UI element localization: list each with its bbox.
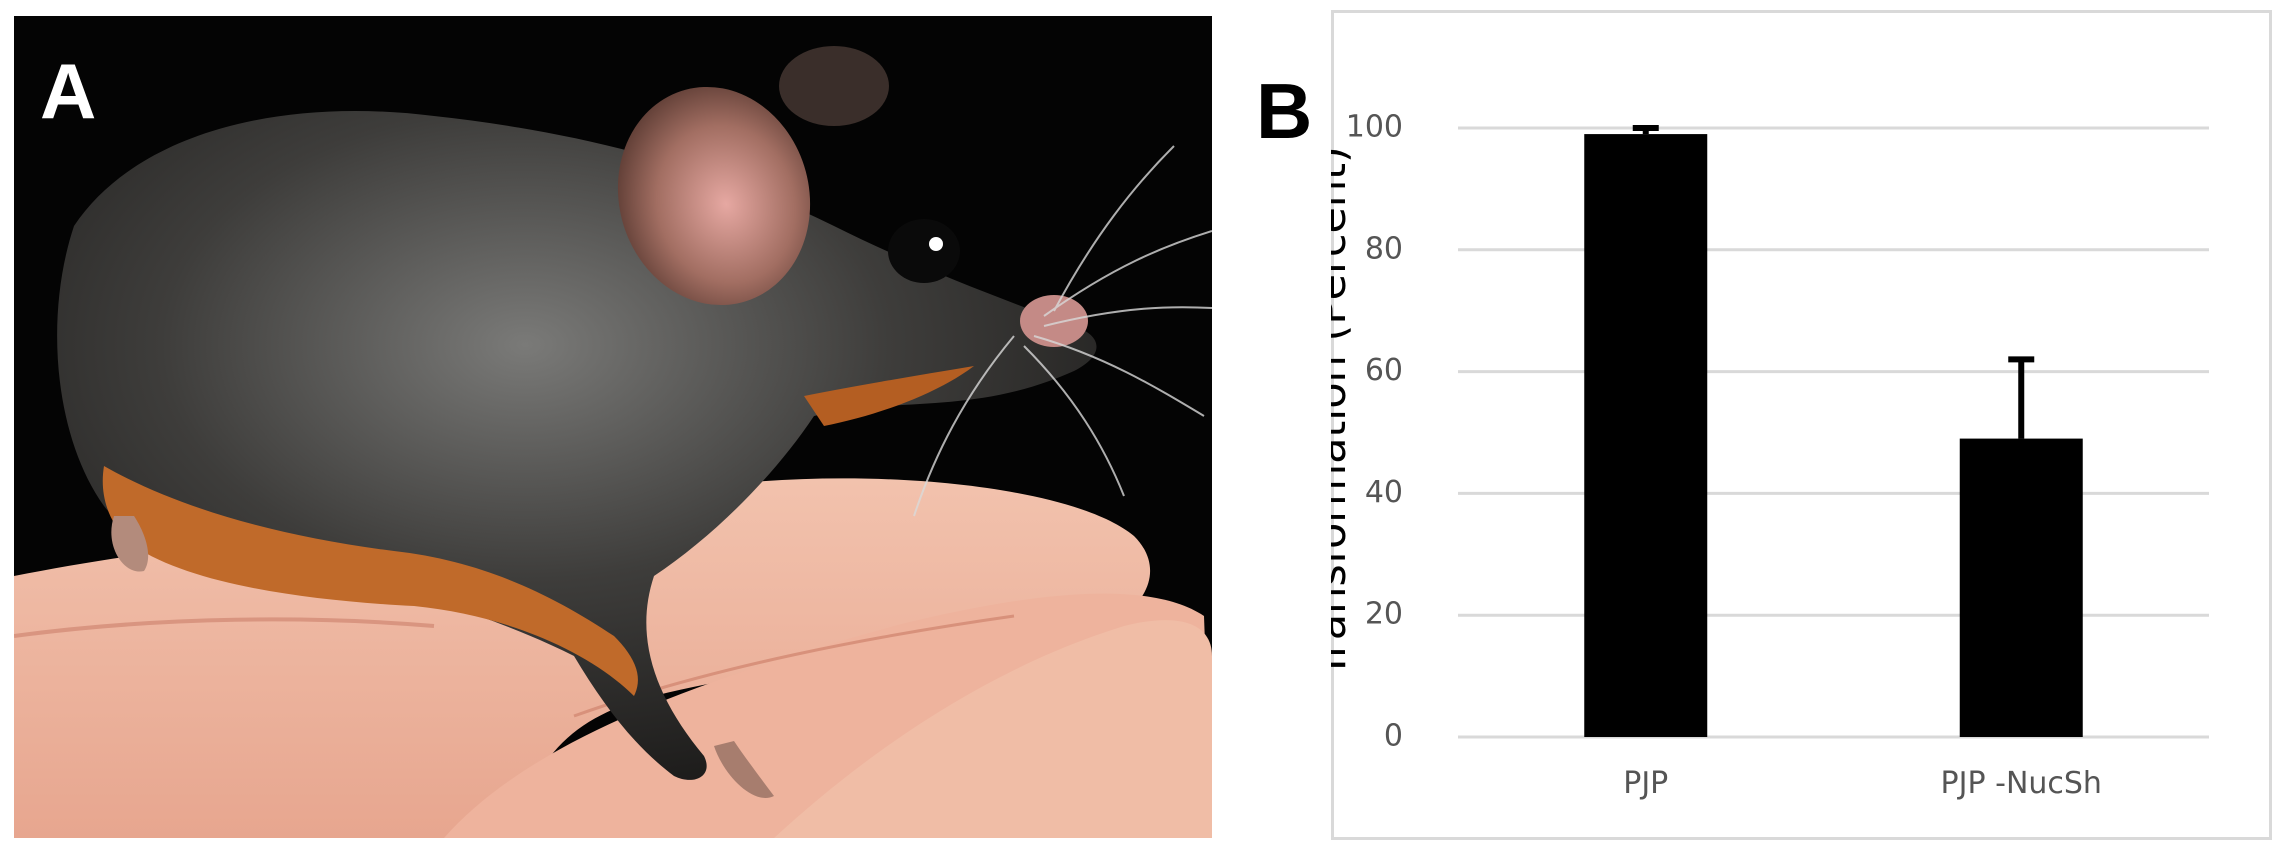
panel-a-label: A (40, 47, 97, 135)
mouse (57, 46, 1212, 798)
y-tick-label: 40 (1365, 475, 1403, 510)
bar-chart: 0 20 40 60 80 100 PJP PJP -NucSh Transformatio… (1331, 110, 2209, 801)
y-tick-label: 60 (1365, 353, 1403, 388)
y-axis-ticks: 0 20 40 60 80 100 (1346, 110, 1403, 754)
panel-b-label: B (1256, 67, 1313, 155)
x-category-label: PJP -NucSh (1941, 766, 2102, 801)
mouse-photo-illustration (14, 16, 1212, 838)
gridlines (1458, 126, 2209, 739)
x-category-label: PJP (1623, 766, 1668, 801)
x-axis-labels: PJP PJP -NucSh (1623, 766, 2102, 801)
mouse-photo (14, 16, 1212, 838)
y-tick-label: 20 (1365, 597, 1403, 632)
y-tick-label: 0 (1384, 719, 1403, 754)
bars (1584, 134, 2083, 738)
chart-frame (1331, 10, 2272, 840)
bar-2 (1959, 438, 2083, 737)
y-tick-label: 80 (1365, 231, 1403, 266)
bar-1 (1584, 134, 1708, 738)
y-tick-label: 100 (1346, 110, 1403, 145)
error-bars (1632, 125, 2035, 439)
y-axis-title: Transformation (Percent) (1331, 146, 1356, 679)
